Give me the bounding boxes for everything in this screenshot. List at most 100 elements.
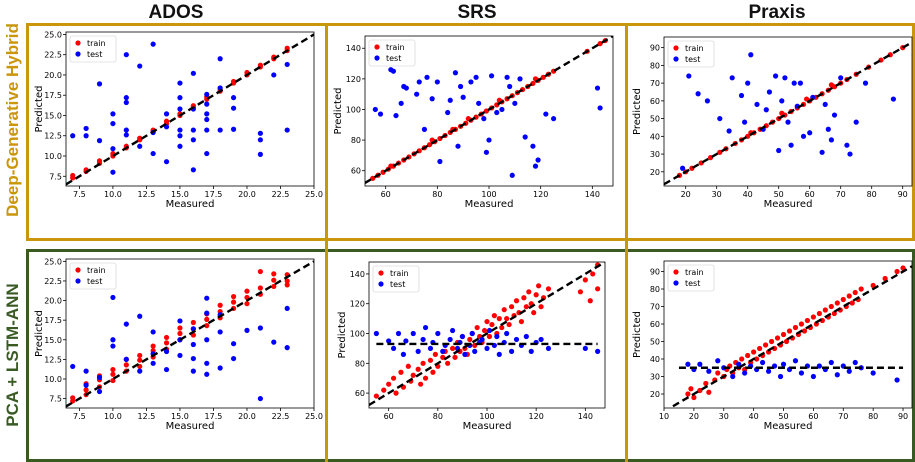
x-tick-label: 120	[533, 190, 548, 199]
test-point	[834, 372, 840, 378]
train-point	[481, 327, 488, 334]
train-point	[882, 275, 888, 282]
test-point	[828, 359, 834, 366]
test-point	[825, 126, 831, 132]
scatter-plot-praxis-deep-generative: 20 30 40 50 60 70 80 90 20 30 40 50 60 70 80 90 Measured…	[632, 36, 913, 210]
test-point	[204, 116, 210, 123]
test-point	[847, 151, 853, 157]
train-point	[757, 345, 763, 352]
test-point	[110, 146, 116, 152]
test-point	[217, 365, 223, 371]
test-point	[83, 382, 89, 388]
test-point	[472, 348, 478, 354]
test-point	[777, 373, 784, 380]
test-point	[455, 143, 461, 149]
x-tick-label: 100	[481, 190, 496, 199]
test-point	[150, 360, 156, 366]
y-axis-label: Predicted	[34, 310, 45, 357]
legend-box	[667, 40, 715, 68]
test-point	[597, 105, 603, 111]
train-point	[150, 343, 156, 349]
test-point	[517, 76, 523, 82]
train-point	[110, 366, 116, 373]
train-point	[271, 283, 277, 290]
test-point	[785, 119, 791, 125]
y-tick-label: 60	[650, 97, 660, 106]
test-point	[422, 324, 429, 331]
y-tick-label: 70	[650, 303, 660, 312]
y-tick-label: 140	[346, 44, 361, 53]
test-point	[257, 151, 263, 157]
x-axis-label: Measured	[463, 421, 512, 432]
train-point	[816, 310, 822, 317]
test-point	[483, 149, 490, 155]
train-point	[70, 172, 76, 179]
plot-marks	[66, 33, 314, 186]
train-point	[177, 330, 183, 337]
test-point	[257, 325, 263, 331]
train-point	[840, 296, 846, 303]
test-point	[788, 142, 794, 148]
train-point	[587, 298, 593, 304]
test-point	[810, 373, 816, 380]
test-point	[680, 165, 686, 171]
test-point	[177, 80, 183, 86]
train-point	[449, 345, 456, 352]
test-point	[459, 333, 466, 340]
scatter-plot-ados-pca-lstm: 7.5 10.0 12.5 15.0 17.5 20.0 22.5 25.0 7.5 10.0 12…	[34, 257, 323, 432]
test-point	[800, 133, 807, 139]
train-point	[786, 328, 793, 334]
y-tick-label: 20	[650, 168, 660, 177]
train-point	[284, 45, 290, 51]
test-point	[594, 85, 601, 91]
test-point	[486, 137, 492, 143]
train-point	[852, 289, 858, 296]
y-tick-label: 120	[346, 75, 361, 84]
test-point	[70, 133, 76, 139]
test-point	[230, 95, 237, 101]
train-point	[706, 389, 712, 395]
x-tick-label: 17.5	[205, 190, 223, 199]
test-point	[704, 98, 710, 104]
x-tick-label: 50	[774, 190, 784, 199]
y-tick-label: 40	[650, 132, 660, 141]
train-point	[137, 357, 143, 363]
train-point	[445, 360, 451, 366]
train-point	[217, 302, 223, 308]
train-point	[483, 108, 490, 114]
test-point	[479, 336, 485, 343]
train-point	[204, 316, 210, 322]
test-point	[377, 111, 384, 117]
legend-label-test: test	[685, 55, 700, 64]
test-point	[706, 368, 712, 374]
test-point	[429, 96, 435, 102]
test-point	[257, 137, 263, 143]
test-point	[509, 172, 515, 178]
scatter-plot-ados-deep-generative: 7.5 10.0 12.5 15.0 17.5 20.0 22.5 25.0 7.5 10.0 12…	[34, 30, 323, 210]
x-tick-label: 40	[749, 412, 759, 421]
train-point	[137, 135, 143, 141]
train-point	[386, 381, 392, 387]
x-tick-label: 100	[479, 412, 494, 421]
fit-line	[664, 41, 912, 186]
x-axis-label: Measured	[764, 199, 813, 210]
train-point	[230, 294, 237, 300]
test-point	[96, 81, 103, 87]
train-point	[230, 78, 237, 85]
test-point	[550, 116, 557, 122]
x-tick-label: 7.5	[73, 412, 86, 421]
test-point	[528, 348, 534, 354]
test-point	[83, 133, 89, 139]
y-tick-label: 100	[350, 330, 365, 339]
train-point	[405, 363, 411, 369]
test-point	[403, 85, 409, 91]
test-point	[230, 341, 237, 347]
test-point	[447, 336, 453, 343]
row-label-deep-generative-hybrid: Deep-Generative Hybrid	[3, 23, 22, 217]
train-point	[577, 289, 584, 295]
test-point	[137, 143, 143, 149]
legend-label-test: test	[386, 54, 401, 63]
legend-box	[69, 35, 117, 63]
train-point	[531, 310, 537, 316]
test-point	[760, 359, 766, 366]
